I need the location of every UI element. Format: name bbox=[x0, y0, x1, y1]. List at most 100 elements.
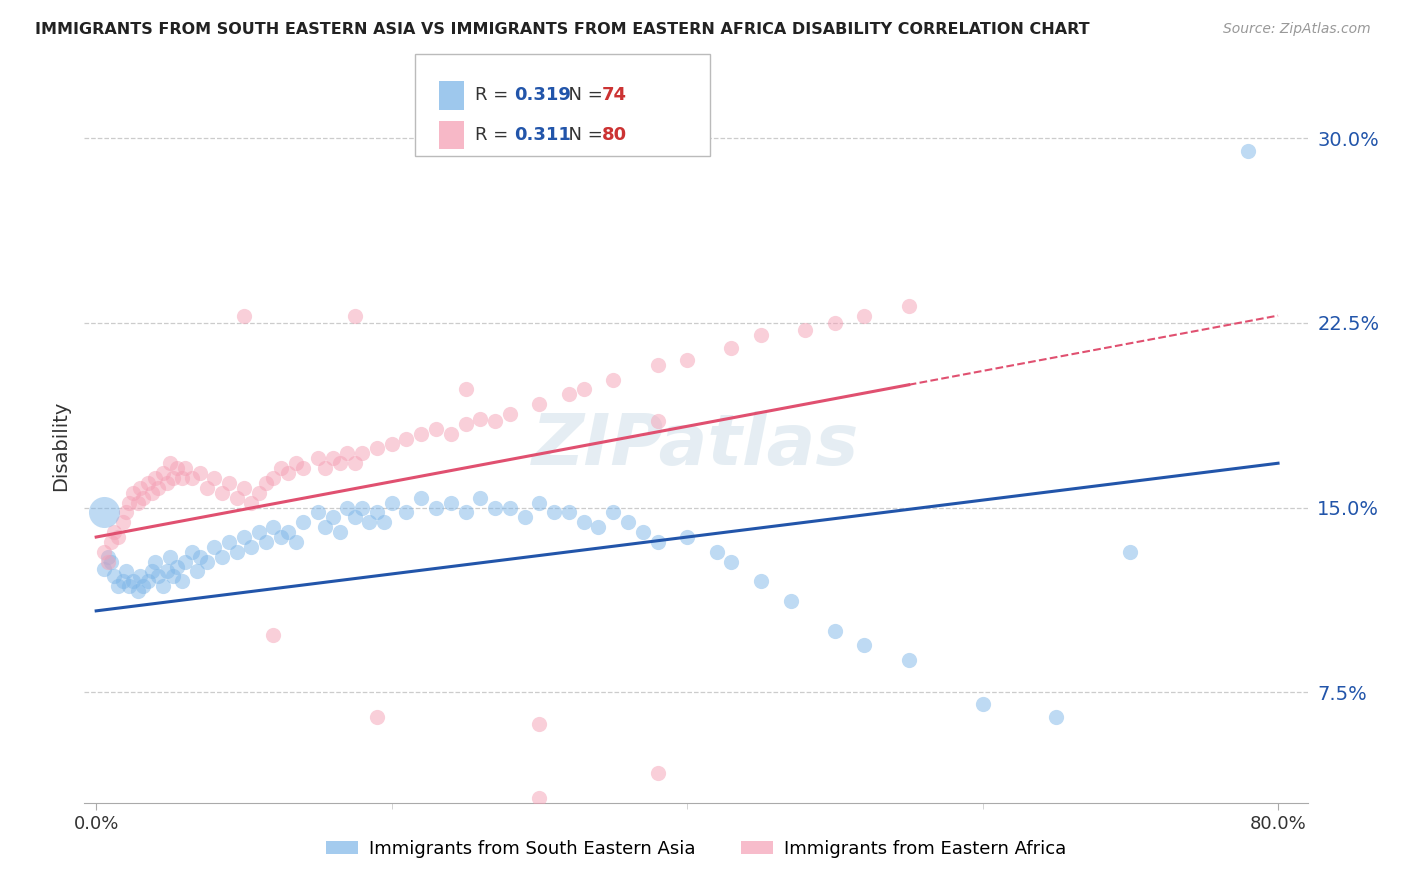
Point bbox=[322, 451, 344, 466]
Text: 80: 80 bbox=[602, 126, 627, 144]
Point bbox=[359, 516, 381, 530]
Point bbox=[262, 520, 284, 534]
Point bbox=[529, 790, 551, 805]
Legend: Immigrants from South Eastern Asia, Immigrants from Eastern Africa: Immigrants from South Eastern Asia, Immi… bbox=[319, 833, 1073, 865]
Point bbox=[136, 475, 159, 490]
Point bbox=[749, 574, 772, 589]
Point bbox=[676, 530, 699, 544]
Point bbox=[336, 446, 359, 460]
Point bbox=[499, 500, 522, 515]
Point bbox=[152, 466, 174, 480]
Point bbox=[484, 414, 506, 428]
Point bbox=[254, 535, 277, 549]
Point bbox=[366, 505, 388, 519]
Point bbox=[188, 549, 211, 564]
Point bbox=[454, 505, 477, 519]
Point bbox=[143, 471, 166, 485]
Point bbox=[307, 505, 329, 519]
Point bbox=[232, 530, 254, 544]
Point bbox=[202, 471, 225, 485]
Point bbox=[720, 341, 742, 355]
Point bbox=[314, 520, 336, 534]
Point bbox=[381, 495, 404, 509]
Point bbox=[572, 383, 595, 397]
Point bbox=[166, 559, 188, 574]
Point bbox=[103, 569, 125, 583]
Point bbox=[720, 555, 742, 569]
Point bbox=[631, 525, 654, 540]
Point bbox=[411, 426, 433, 441]
Point bbox=[395, 505, 418, 519]
Point bbox=[127, 495, 149, 509]
Point bbox=[114, 565, 136, 579]
Point bbox=[853, 638, 876, 652]
Text: IMMIGRANTS FROM SOUTH EASTERN ASIA VS IMMIGRANTS FROM EASTERN AFRICA DISABILITY : IMMIGRANTS FROM SOUTH EASTERN ASIA VS IM… bbox=[35, 22, 1090, 37]
Point bbox=[156, 565, 179, 579]
Point bbox=[454, 383, 477, 397]
Point bbox=[381, 436, 404, 450]
Point bbox=[1119, 545, 1142, 559]
Point bbox=[647, 414, 669, 428]
Point bbox=[329, 525, 352, 540]
Point bbox=[706, 545, 728, 559]
Text: 74: 74 bbox=[602, 87, 627, 104]
Point bbox=[211, 485, 233, 500]
Point bbox=[247, 485, 270, 500]
Point bbox=[470, 491, 492, 505]
Point bbox=[148, 569, 170, 583]
Text: Source: ZipAtlas.com: Source: ZipAtlas.com bbox=[1223, 22, 1371, 37]
Point bbox=[111, 516, 134, 530]
Point bbox=[343, 510, 366, 524]
Point bbox=[529, 397, 551, 411]
Point bbox=[107, 579, 129, 593]
Point bbox=[93, 562, 115, 576]
Point bbox=[277, 466, 299, 480]
Point bbox=[647, 358, 669, 372]
Text: ZIPatlas: ZIPatlas bbox=[533, 411, 859, 481]
Point bbox=[186, 565, 208, 579]
Point bbox=[529, 495, 551, 509]
Point bbox=[352, 500, 374, 515]
Point bbox=[440, 426, 463, 441]
Point bbox=[897, 653, 920, 667]
Point bbox=[118, 495, 141, 509]
Point bbox=[824, 624, 846, 638]
Point bbox=[543, 505, 565, 519]
Point bbox=[513, 510, 536, 524]
Point bbox=[240, 495, 263, 509]
Point bbox=[111, 574, 134, 589]
Point bbox=[749, 328, 772, 343]
Point bbox=[779, 594, 801, 608]
Point bbox=[343, 456, 366, 470]
Point bbox=[141, 485, 163, 500]
Point bbox=[107, 530, 129, 544]
Point bbox=[558, 505, 581, 519]
Point bbox=[647, 535, 669, 549]
Point bbox=[156, 475, 179, 490]
Point bbox=[218, 535, 240, 549]
Point bbox=[1237, 144, 1260, 158]
Point bbox=[254, 475, 277, 490]
Point bbox=[602, 505, 624, 519]
Point bbox=[647, 766, 669, 780]
Point bbox=[572, 516, 595, 530]
Text: R =: R = bbox=[475, 87, 515, 104]
Text: 0.319: 0.319 bbox=[515, 87, 571, 104]
Point bbox=[425, 500, 447, 515]
Point bbox=[322, 510, 344, 524]
Point bbox=[262, 628, 284, 642]
Point bbox=[159, 456, 181, 470]
Point bbox=[529, 717, 551, 731]
Point bbox=[411, 491, 433, 505]
Point bbox=[232, 309, 254, 323]
Point bbox=[225, 491, 247, 505]
Point bbox=[972, 698, 994, 712]
Point bbox=[97, 549, 120, 564]
Point bbox=[484, 500, 506, 515]
Text: N =: N = bbox=[557, 87, 609, 104]
Point bbox=[352, 446, 374, 460]
Point bbox=[240, 540, 263, 554]
Point bbox=[93, 505, 115, 519]
Point bbox=[122, 485, 145, 500]
Point bbox=[270, 461, 292, 475]
